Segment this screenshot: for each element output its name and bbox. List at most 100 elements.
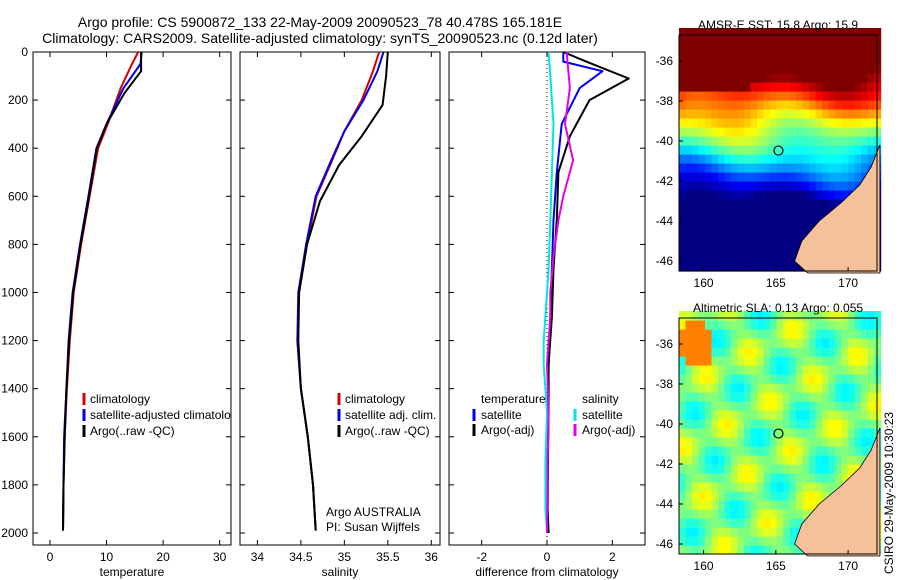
- map-cell: [685, 136, 693, 146]
- map-cell: [718, 455, 726, 465]
- map-cell: [705, 37, 713, 47]
- map-cell: [854, 464, 862, 474]
- map-cell: [789, 482, 797, 492]
- map-cell: [867, 154, 875, 164]
- map-cell: [744, 199, 752, 209]
- map-cell: [867, 73, 875, 83]
- map-cell: [796, 217, 804, 227]
- map-cell: [776, 100, 784, 110]
- map-cell: [789, 356, 797, 366]
- map-cell: [692, 464, 700, 474]
- map-cell: [679, 527, 687, 537]
- map-cell: [854, 338, 862, 348]
- map-cell: [822, 491, 830, 501]
- map-cell: [783, 217, 791, 227]
- map-cell: [796, 73, 804, 83]
- map-cell: [835, 410, 843, 420]
- map-cell: [744, 127, 752, 137]
- map-cell: [711, 154, 719, 164]
- map-cell: [841, 136, 849, 146]
- map-cell: [789, 365, 797, 375]
- map-cell: [828, 464, 836, 474]
- map-cell: [809, 190, 817, 200]
- map-cell: [731, 127, 739, 137]
- map-cell: [770, 473, 778, 483]
- x-tick-label: 34.5: [289, 550, 313, 564]
- map-cell: [711, 401, 719, 411]
- map-cell: [711, 536, 719, 546]
- map-cell: [861, 118, 869, 128]
- map-cell: [692, 410, 700, 420]
- map-cell: [848, 410, 856, 420]
- map-cell: [822, 136, 830, 146]
- map-cell: [796, 235, 804, 245]
- map-cell: [796, 464, 804, 474]
- map-cell: [711, 500, 719, 510]
- map-cell: [874, 401, 882, 411]
- map-cell: [711, 473, 719, 483]
- map-cell: [828, 136, 836, 146]
- map-cell: [815, 100, 823, 110]
- map-cell: [835, 374, 843, 384]
- y-tick-label: 200: [8, 93, 28, 107]
- map-cell: [809, 347, 817, 357]
- map-cell: [692, 383, 700, 393]
- map-cell: [692, 73, 700, 83]
- map-cell: [770, 545, 778, 555]
- map-cell: [750, 208, 758, 218]
- map-cell: [698, 338, 706, 348]
- map-cell: [763, 190, 771, 200]
- argo-location-marker: [773, 428, 784, 439]
- map-cell: [815, 473, 823, 483]
- map-cell: [711, 244, 719, 254]
- map-cell: [744, 419, 752, 429]
- map-cell: [763, 383, 771, 393]
- map-cell: [874, 91, 882, 101]
- map-cell: [757, 446, 765, 456]
- map-cell: [737, 509, 745, 519]
- map-cell: [770, 401, 778, 411]
- map-cell: [822, 365, 830, 375]
- map-cell: [744, 518, 752, 528]
- map-cell: [802, 374, 810, 384]
- map-cell: [776, 82, 784, 92]
- map-cell: [796, 500, 804, 510]
- map-cell: [763, 365, 771, 375]
- map-cell: [848, 91, 856, 101]
- map-cell: [776, 491, 784, 501]
- map-cell: [698, 482, 706, 492]
- map-cell: [874, 329, 882, 339]
- map-cell: [744, 208, 752, 218]
- map-cell: [796, 437, 804, 447]
- map-cell: [835, 82, 843, 92]
- map-cell: [750, 64, 758, 74]
- map-cell: [822, 163, 830, 173]
- map-cell: [750, 491, 758, 501]
- map-cell: [815, 419, 823, 429]
- map-cell: [828, 82, 836, 92]
- map-cell: [776, 356, 784, 366]
- map-cell: [692, 163, 700, 173]
- map-cell: [815, 64, 823, 74]
- map-cell: [802, 226, 810, 236]
- map-cell: [744, 482, 752, 492]
- map-cell: [822, 154, 830, 164]
- map-cell: [789, 464, 797, 474]
- map-cell: [809, 356, 817, 366]
- map-cell: [763, 428, 771, 438]
- map-cell: [783, 536, 791, 546]
- map-cell: [776, 253, 784, 263]
- map-cell: [711, 127, 719, 137]
- x-tick-label: 170: [838, 276, 858, 290]
- map-cell: [861, 338, 869, 348]
- map-cell: [822, 338, 830, 348]
- map-cell: [841, 428, 849, 438]
- map-cell: [796, 37, 804, 47]
- map-cell: [744, 455, 752, 465]
- map-cell: [783, 208, 791, 218]
- map-cell: [724, 473, 732, 483]
- map-cell: [789, 46, 797, 56]
- map-cell: [848, 73, 856, 83]
- map-cell: [828, 446, 836, 456]
